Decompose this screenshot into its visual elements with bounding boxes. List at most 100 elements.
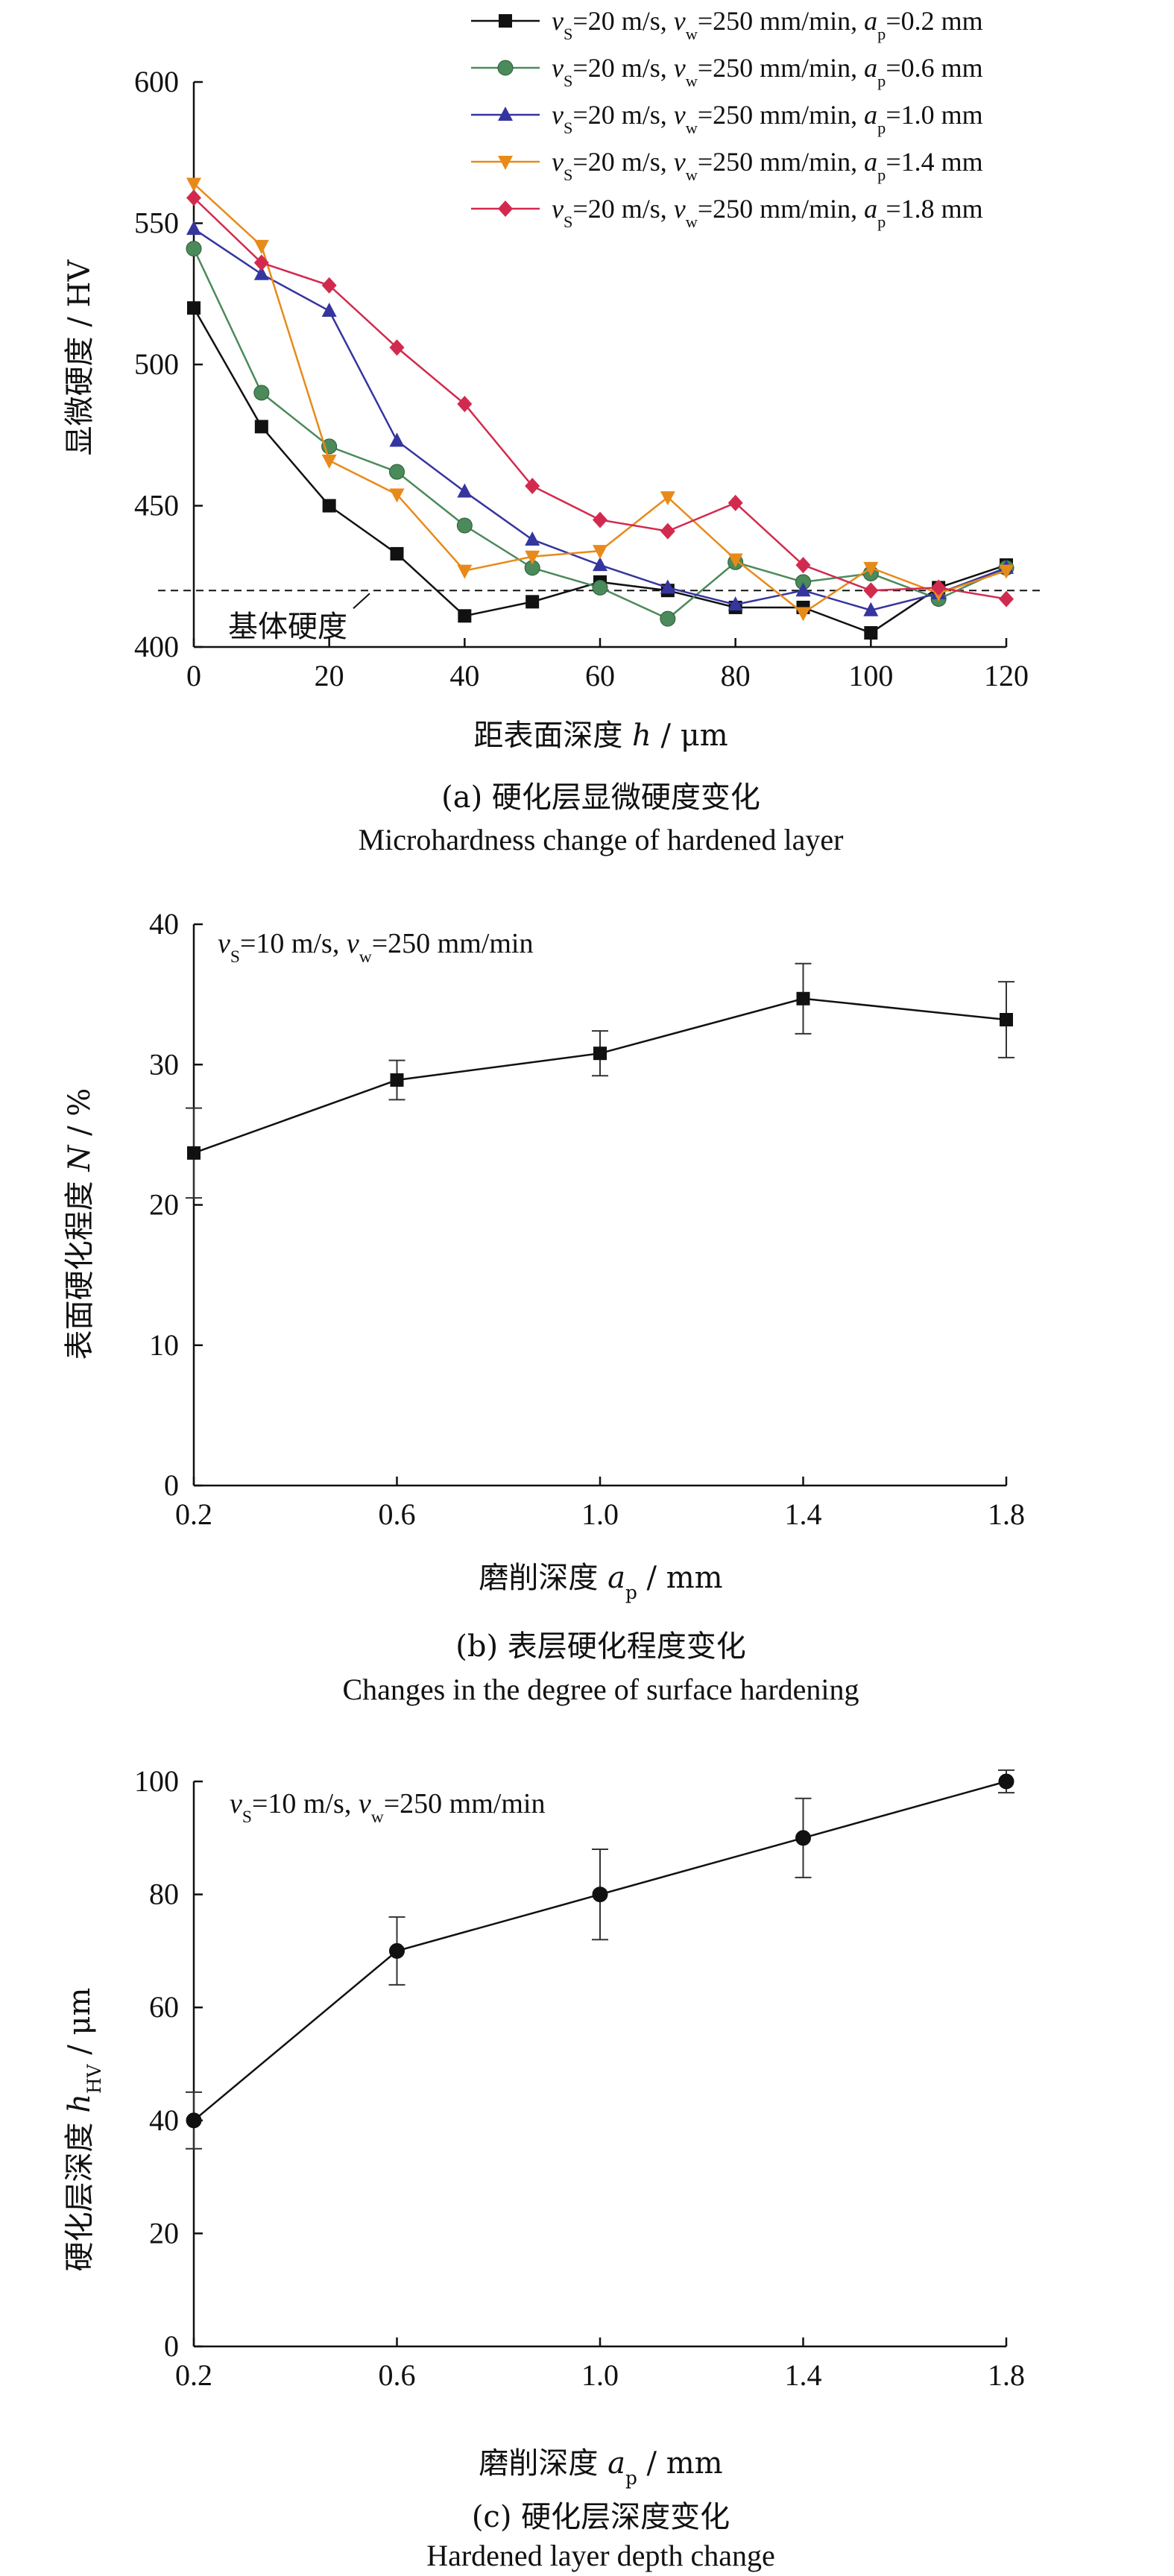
panel-c-caption-cn: (c) 硬化层深度变化	[472, 2500, 730, 2534]
c-series-0-line	[193, 1780, 1007, 2121]
a-series-3-point	[253, 239, 269, 254]
a-series-3-point	[457, 564, 473, 579]
b-x-tick-label: 1.8	[988, 1497, 1025, 1531]
a-series-4-point	[660, 523, 675, 540]
c-y-tick-label: 80	[149, 1878, 179, 1911]
legend-swatch-marker	[498, 107, 513, 121]
a-series-4-point	[525, 477, 540, 494]
a-y-tick-label: 400	[134, 630, 179, 663]
a-series-1-point	[389, 464, 405, 480]
a-series-4-point	[863, 582, 879, 599]
b-y-tick-label: 30	[149, 1047, 179, 1081]
b-y-tick-label: 40	[149, 907, 179, 941]
legend-label: vS=20 m/s, vw=250 mm/min, ap=1.0 mm	[552, 100, 983, 137]
c-x-tick-label: 1.8	[988, 2358, 1025, 2392]
a-series-1-point	[253, 385, 270, 401]
c-series-0-point	[592, 1887, 608, 1903]
panel-b-condition-note: vS=10 m/s, vw=250 mm/min	[218, 928, 533, 967]
a-series-2-point	[186, 221, 201, 236]
a-series-2-point	[321, 302, 337, 317]
legend-swatch-marker	[499, 14, 512, 28]
c-y-tick-label: 100	[134, 1764, 179, 1798]
c-x-tick-label: 1.0	[581, 2358, 619, 2392]
a-series-0-point	[322, 499, 336, 513]
a-series-2-point	[863, 602, 879, 616]
c-series-0-point	[186, 2112, 202, 2129]
panel-b-caption-cn: (b) 表层硬化程度变化	[455, 1629, 746, 1664]
a-series-3-point	[321, 454, 337, 469]
c-x-tick-label: 0.6	[379, 2358, 416, 2392]
a-series-4-point	[795, 557, 811, 574]
a-series-4-point	[389, 339, 405, 356]
a-series-2-point	[389, 432, 405, 447]
c-y-tick-label: 20	[149, 2216, 179, 2250]
c-series-0-point	[389, 1942, 405, 1959]
a-series-0-point	[458, 609, 472, 623]
a-series-2	[186, 221, 1014, 616]
a-y-tick-label: 450	[134, 489, 179, 523]
a-series-3-point	[389, 488, 405, 503]
a-series-3-point	[593, 545, 607, 560]
panel-a-microhardness: 400 450 500 550 600 0 20 40 60 80 100 120 基体硬度 vS=2…	[63, 6, 1044, 856]
a-series-4-point	[999, 590, 1014, 607]
panel-b-caption-en: Changes in the degree of surface hardeni…	[342, 1673, 859, 1706]
a-series-2-point	[457, 483, 473, 498]
panel-a-caption-en: Microhardness change of hardened layer	[359, 823, 844, 856]
a-series-0-point	[187, 301, 201, 315]
panel-a-y-axis-title: 显微硬度 / HV	[63, 259, 97, 456]
a-series-4-point	[931, 579, 947, 596]
legend-swatch-marker	[498, 156, 513, 170]
a-y-tick-label: 550	[134, 206, 179, 240]
a-series-2-point	[728, 596, 743, 611]
panel-a-legend-entry-1: vS=20 m/s, vw=250 mm/min, ap=0.6 mm	[471, 53, 983, 90]
c-x-tick-label: 1.4	[785, 2358, 822, 2392]
a-series-4-line	[193, 197, 1007, 600]
panel-c-condition-note: vS=10 m/s, vw=250 mm/min	[230, 1788, 545, 1827]
a-series-2-point	[795, 582, 811, 597]
a-series-0-point	[254, 420, 268, 434]
a-series-1-point	[456, 517, 473, 534]
legend-label: vS=20 m/s, vw=250 mm/min, ap=1.8 mm	[552, 194, 983, 231]
legend-label: vS=20 m/s, vw=250 mm/min, ap=1.4 mm	[552, 147, 983, 184]
a-series-1-point	[660, 610, 676, 627]
legend-swatch-marker	[497, 60, 514, 76]
a-series-3-point	[863, 561, 879, 576]
a-x-tick-label: 120	[984, 659, 1029, 692]
c-y-tick-label: 0	[164, 2329, 179, 2363]
panel-a-legend: vS=20 m/s, vw=250 mm/min, ap=0.2 mm vS=20…	[471, 6, 983, 231]
panel-b-axes	[192, 924, 1006, 1487]
a-series-4	[186, 189, 1014, 607]
a-series-0-point	[526, 595, 540, 609]
b-x-tick-label: 1.4	[785, 1497, 822, 1531]
a-x-tick-label: 20	[315, 659, 344, 692]
c-x-tick-label: 0.2	[175, 2358, 212, 2392]
a-series-4-point	[457, 396, 473, 413]
panel-a-legend-entry-4: vS=20 m/s, vw=250 mm/min, ap=1.8 mm	[471, 194, 983, 231]
b-y-tick-label: 20	[149, 1188, 179, 1222]
a-series-3-point	[795, 607, 811, 622]
c-y-tick-label: 60	[149, 1990, 179, 2024]
a-x-tick-label: 40	[449, 659, 479, 692]
panel-c-caption-en: Hardened layer depth change	[426, 2539, 775, 2572]
a-x-tick-label: 80	[721, 659, 751, 692]
panel-a-x-axis-title: 距表面深度 h / μm	[473, 719, 728, 753]
legend-label: vS=20 m/s, vw=250 mm/min, ap=0.2 mm	[552, 6, 983, 43]
panel-b-surface-hardening: 0 10 20 30 40 0.2 0.6 1.0 1.4 1.8 vS=10 m/s, vw=2…	[63, 907, 1025, 1706]
a-series-3-point	[999, 564, 1014, 579]
b-series-0-point	[593, 1046, 607, 1061]
panel-a-caption-cn: (a) 硬化层显微硬度变化	[441, 780, 760, 815]
a-series-2-point	[593, 557, 607, 572]
panel-a-base-hardness-label: 基体硬度	[228, 610, 347, 644]
legend-label: vS=20 m/s, vw=250 mm/min, ap=0.6 mm	[552, 53, 983, 90]
a-series-3	[186, 177, 1014, 622]
panel-a-legend-entry-3: vS=20 m/s, vw=250 mm/min, ap=1.4 mm	[471, 147, 983, 184]
b-x-tick-label: 0.6	[379, 1497, 416, 1531]
panel-a-legend-entry-0: vS=20 m/s, vw=250 mm/min, ap=0.2 mm	[471, 6, 983, 43]
panel-c-y-axis-title: 硬化层深度 hHV / μm	[63, 1988, 105, 2272]
b-series-0-point	[1000, 1013, 1013, 1027]
a-series-4-point	[321, 277, 337, 294]
a-series-4-point	[593, 511, 607, 528]
a-series-2-point	[253, 265, 269, 280]
a-series-2-point	[525, 531, 540, 546]
a-x-tick-label: 100	[848, 659, 893, 692]
